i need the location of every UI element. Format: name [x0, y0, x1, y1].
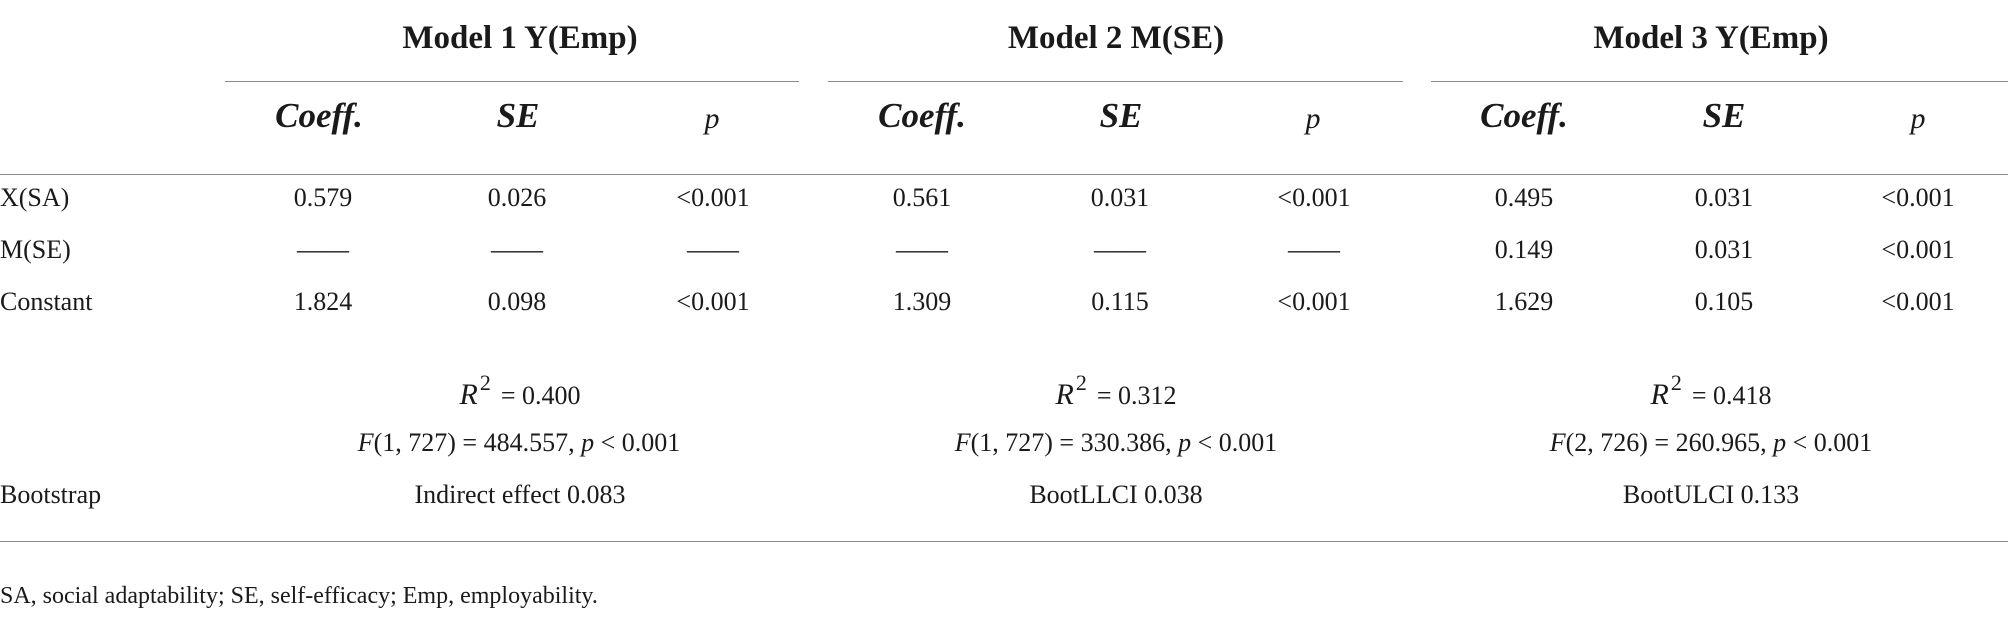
- table-cell: ——: [491, 235, 543, 264]
- r2-value: = 0.418: [1691, 381, 1772, 410]
- r-symbol: R: [1650, 378, 1669, 411]
- table-cell: 0.026: [487, 183, 547, 212]
- table-bottom-rule: [0, 541, 2008, 542]
- model-3-r-squared: R2 = 0.418: [1651, 370, 1772, 412]
- table-cell: 0.031: [1090, 183, 1150, 212]
- f-symbol: F: [954, 428, 971, 457]
- p-symbol: p: [581, 428, 595, 457]
- table-cell: ——: [687, 235, 739, 264]
- model-1-title: Model 1 Y(Emp): [402, 20, 638, 56]
- bootstrap-indirect-effect: Indirect effect 0.083: [414, 480, 626, 509]
- table-footnote: SA, social adaptability; SE, self-effica…: [0, 583, 598, 609]
- header-rule: [0, 174, 2008, 175]
- table-cell: <0.001: [676, 287, 750, 316]
- r-exponent: 2: [479, 370, 491, 395]
- table-cell: 0.115: [1091, 287, 1149, 316]
- p-value: < 0.001: [1191, 428, 1278, 457]
- model-3-rule: [1431, 81, 2008, 82]
- col-header-coeff: Coeff.: [1480, 96, 1568, 135]
- table-cell: ——: [896, 235, 948, 264]
- table-cell: 0.105: [1694, 287, 1754, 316]
- f-args: (1, 727) = 330.386,: [970, 428, 1179, 457]
- table-cell: 0.098: [487, 287, 547, 316]
- table-cell: 0.561: [892, 183, 952, 212]
- r2-value: = 0.400: [500, 381, 581, 410]
- row-label-bootstrap: Bootstrap: [0, 480, 102, 509]
- f-args: (1, 727) = 484.557,: [373, 428, 582, 457]
- model-2-rule: [828, 81, 1403, 82]
- model-2-title: Model 2 M(SE): [1007, 20, 1225, 56]
- table-cell: 1.824: [293, 287, 353, 316]
- table-cell: 1.309: [892, 287, 952, 316]
- f-args: (2, 726) = 260.965,: [1565, 428, 1774, 457]
- bootstrap-ulci: BootULCI 0.133: [1622, 480, 1800, 509]
- f-symbol: F: [1549, 428, 1566, 457]
- r-symbol: R: [459, 378, 478, 411]
- table-cell: <0.001: [1277, 183, 1351, 212]
- model-2-r-squared: R2 = 0.312: [1056, 370, 1177, 412]
- model-1-rule: [225, 81, 799, 82]
- table-cell: 0.031: [1694, 183, 1754, 212]
- col-header-se: SE: [1702, 96, 1746, 135]
- p-value: < 0.001: [1786, 428, 1873, 457]
- col-header-p: p: [1910, 102, 1926, 135]
- table-cell: <0.001: [1881, 287, 1955, 316]
- p-symbol: p: [1178, 428, 1192, 457]
- col-header-coeff: Coeff.: [275, 96, 363, 135]
- table-cell: 0.149: [1494, 235, 1554, 264]
- f-symbol: F: [357, 428, 374, 457]
- table-cell: ——: [1288, 235, 1340, 264]
- table-cell: ——: [297, 235, 349, 264]
- table-cell: 0.579: [293, 183, 353, 212]
- table-cell: <0.001: [1277, 287, 1351, 316]
- model-3-title: Model 3 Y(Emp): [1593, 20, 1829, 56]
- row-label-m-se: M(SE): [0, 235, 71, 264]
- table-cell: 1.629: [1494, 287, 1554, 316]
- model-1-r-squared: R2 = 0.400: [460, 370, 581, 412]
- p-symbol: p: [1773, 428, 1787, 457]
- table-cell: <0.001: [676, 183, 750, 212]
- model-3-f-statistic: F(2, 726) = 260.965, p < 0.001: [1550, 428, 1873, 458]
- col-header-coeff: Coeff.: [878, 96, 966, 135]
- table-cell: 0.031: [1694, 235, 1754, 264]
- table-cell: <0.001: [1881, 235, 1955, 264]
- col-header-se: SE: [1099, 96, 1143, 135]
- row-label-constant: Constant: [0, 287, 93, 316]
- model-2-f-statistic: F(1, 727) = 330.386, p < 0.001: [955, 428, 1278, 458]
- table-cell: <0.001: [1881, 183, 1955, 212]
- col-header-p: p: [704, 102, 720, 135]
- r2-value: = 0.312: [1096, 381, 1177, 410]
- bootstrap-llci: BootLLCI 0.038: [1029, 480, 1203, 509]
- r-symbol: R: [1055, 378, 1074, 411]
- model-1-f-statistic: F(1, 727) = 484.557, p < 0.001: [358, 428, 681, 458]
- col-header-se: SE: [496, 96, 540, 135]
- r-exponent: 2: [1670, 370, 1682, 395]
- col-header-p: p: [1305, 102, 1321, 135]
- p-value: < 0.001: [594, 428, 681, 457]
- row-label-x-sa: X(SA): [0, 183, 70, 212]
- table-cell: ——: [1094, 235, 1146, 264]
- r-exponent: 2: [1075, 370, 1087, 395]
- table-cell: 0.495: [1494, 183, 1554, 212]
